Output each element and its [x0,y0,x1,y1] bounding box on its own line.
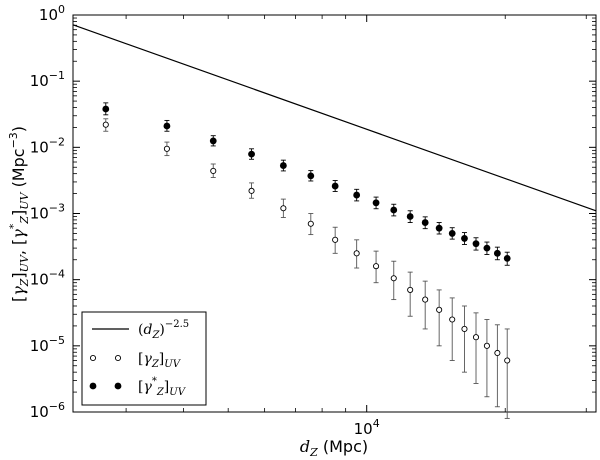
data-point-open [163,145,170,152]
data-point-filled [406,213,414,220]
y-tick-label: 10−2 [30,135,65,156]
y-tick-label: 100 [39,3,65,24]
data-point-filled [448,230,456,237]
data-point-filled [279,162,287,169]
data-point-open [248,187,255,194]
data-point-open [280,205,287,212]
data-point-filled [390,206,398,214]
legend-filled-marker-a [89,382,97,390]
data-point-open [494,349,501,357]
data-point-open [449,316,456,323]
data-point-open [390,275,397,282]
legend-open-marker-b [114,354,122,362]
data-point-open [436,306,443,313]
legend-filled-marker-b [114,382,122,390]
axis-ticks [73,14,596,413]
data-point-filled [461,235,468,242]
data-point-filled [421,219,429,226]
y-tick-label: 10−4 [30,268,65,289]
data-point-open [332,236,339,243]
series-open-circles [102,118,511,419]
y-tick-label: 10−3 [30,202,65,223]
data-point-filled [472,240,480,248]
x-axis-label: dZ (Mpc) [300,437,368,459]
x-tick-labels: 104 [354,417,380,438]
data-point-filled [307,172,315,180]
data-point-open [353,250,360,257]
legend-box [81,311,207,406]
data-point-filled [163,122,171,130]
data-point-filled [483,244,491,252]
data-point-filled [503,254,511,262]
data-point-open [210,167,217,174]
data-point-filled [209,137,217,145]
legend-open-marker-a [89,354,97,362]
data-point-open [483,342,490,349]
data-point-filled [435,224,443,232]
series-filled-circles [102,102,511,266]
data-point-open [307,220,314,227]
data-point-filled [248,150,255,158]
y-tick-labels: 10−6 10−5 10−4 10−3 10−2 10−1 100 [30,3,65,421]
legend-label-open: [γZ]UV [138,351,182,370]
reference-line [72,24,597,212]
legend: (dZ)−2.5 [γZ]UV [γ*Z]UV [81,311,207,406]
data-point-open [407,286,414,293]
legend-label-line: (dZ)−2.5 [138,319,189,341]
data-point-open [422,296,429,303]
x-tick-label: 104 [354,417,380,438]
y-tick-label: 10−1 [30,69,65,90]
svg-text:[γZ]UV, [γ*Z]UV (Mpc−3): [γZ]UV, [γ*Z]UV (Mpc−3) [7,126,31,302]
data-point-open [373,263,380,270]
y-tick-label: 10−6 [30,400,65,421]
data-point-open [102,121,109,128]
data-point-open [472,334,480,341]
data-point-filled [493,249,501,257]
data-point-open [504,357,511,364]
legend-label-filled: [γ*Z]UV [138,376,187,398]
y-tick-label: 10−5 [30,334,65,355]
data-point-filled [102,105,110,113]
data-point-filled [331,182,339,190]
data-point-filled [353,191,361,199]
data-point-open [461,325,468,332]
data-point-filled [372,199,380,207]
y-axis-label: [γZ]UV, [γ*Z]UV (Mpc−3) [7,126,31,302]
